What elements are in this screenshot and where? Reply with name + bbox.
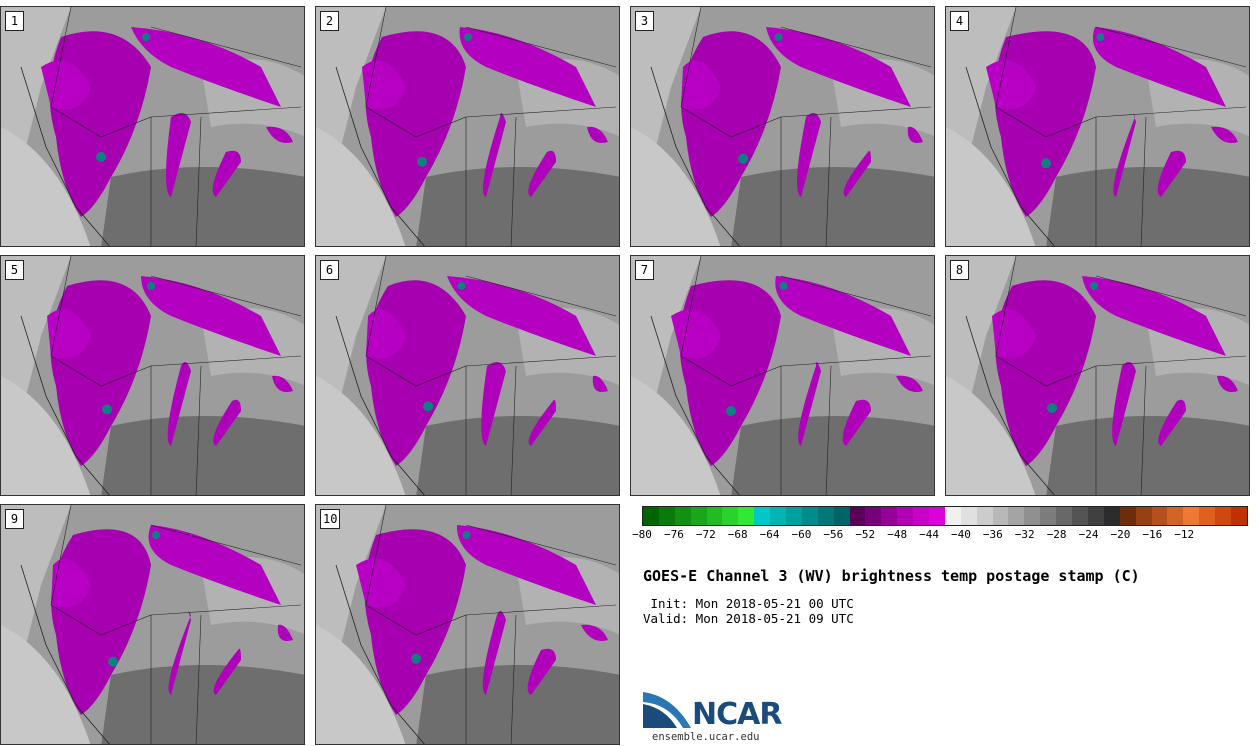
colorbar-segment (992, 507, 1009, 525)
colorbar-tick-label: −24 (1078, 528, 1099, 541)
figure-title: GOES-E Channel 3 (WV) brightness temp po… (643, 567, 1140, 585)
colorbar-segment (1230, 507, 1247, 525)
colorbar-segment (817, 507, 834, 525)
panel-member-label: 1 (5, 11, 24, 31)
colorbar-segment (1215, 507, 1231, 525)
panel-member-label: 10 (320, 509, 341, 529)
colorbar-tick-label: −60 (791, 528, 812, 541)
init-time: Init: Mon 2018-05-21 00 UTC (643, 596, 854, 611)
colorbar-segment (1072, 507, 1088, 525)
colorbar-segment (1024, 507, 1041, 525)
colorbar-segment (1056, 507, 1073, 525)
colorbar-ticks: −80 −76 −72 −68 −64 −60 −56 −52 −48 −44 −40 −36 −32−… (632, 528, 1248, 544)
wv-map-icon (946, 7, 1249, 246)
colorbar-tick-label: −20 (1110, 528, 1131, 541)
colorbar-segment (865, 507, 882, 525)
postage-stamp-panel: 1 (0, 6, 305, 247)
postage-stamp-panel: 8 (945, 255, 1250, 496)
postage-stamp-panel: 2 (315, 6, 620, 247)
colorbar-tick-label: −76 (663, 528, 684, 541)
logo-url: ensemble.ucar.edu (652, 731, 760, 743)
colorbar-tick-label: −64 (759, 528, 780, 541)
panel-member-label: 3 (635, 11, 654, 31)
colorbar-segment (1135, 507, 1152, 525)
colorbar-segment (881, 507, 898, 525)
colorbar-tick-label: −72 (695, 528, 716, 541)
panel-member-label: 4 (950, 11, 969, 31)
ncar-logo-text: NCAR (692, 697, 782, 732)
colorbar-tick-label: −44 (919, 528, 939, 541)
colorbar-segment (706, 507, 723, 525)
postage-stamp-panel: 6 (315, 255, 620, 496)
colorbar-segment (833, 507, 850, 525)
colorbar-segment (770, 507, 787, 525)
postage-stamp-panel: 4 (945, 6, 1250, 247)
colorbar-tick-label: −28 (1046, 528, 1067, 541)
colorbar-segment (1103, 507, 1120, 525)
panel-member-label: 8 (950, 260, 969, 280)
colorbar-segment (690, 507, 707, 525)
colorbar-segment (1008, 507, 1025, 525)
colorbar-tick-label: −40 (951, 528, 971, 541)
colorbar-tick-label: −68 (727, 528, 748, 541)
colorbar-segment (754, 507, 771, 525)
colorbar-segment (643, 507, 659, 525)
colorbar-segment (1199, 507, 1216, 525)
colorbar-segment (722, 507, 739, 525)
colorbar-segment (786, 507, 802, 525)
colorbar-tick-label: −12 (1174, 528, 1195, 541)
wv-map-icon (316, 505, 619, 744)
wv-map-icon (1, 256, 304, 495)
colorbar-segment (801, 507, 818, 525)
panel-member-label: 7 (635, 260, 654, 280)
colorbar (642, 506, 1248, 526)
colorbar-segment (944, 507, 961, 525)
wv-map-icon (1, 505, 304, 744)
colorbar-segment (658, 507, 675, 525)
panel-member-label: 5 (5, 260, 24, 280)
ncar-logo-icon (643, 692, 691, 728)
postage-stamp-panel: 9 (0, 504, 305, 745)
panel-member-label: 6 (320, 260, 339, 280)
wv-map-icon (1, 7, 304, 246)
colorbar-segment (849, 507, 866, 525)
colorbar-tick-label: −32 (1014, 528, 1035, 541)
wv-map-icon (316, 7, 619, 246)
wv-map-icon (631, 256, 934, 495)
colorbar-segment (929, 507, 945, 525)
colorbar-tick-label: −56 (823, 528, 844, 541)
colorbar-segment (976, 507, 993, 525)
postage-stamp-panel: 7 (630, 255, 935, 496)
panel-member-label: 2 (320, 11, 339, 31)
colorbar-tick-label: −16 (1142, 528, 1163, 541)
colorbar-segment (913, 507, 930, 525)
postage-stamp-panel: 3 (630, 6, 935, 247)
postage-stamp-panel: 5 (0, 255, 305, 496)
colorbar-segment (897, 507, 914, 525)
colorbar-tick-label: −52 (855, 528, 876, 541)
colorbar-segment (1167, 507, 1184, 525)
colorbar-segment (960, 507, 977, 525)
colorbar-segment (1040, 507, 1057, 525)
colorbar-segment (674, 507, 691, 525)
colorbar-segment (1119, 507, 1136, 525)
colorbar-segment (1151, 507, 1168, 525)
panel-member-label: 9 (5, 509, 24, 529)
colorbar-tick-label: −36 (982, 528, 1003, 541)
wv-map-icon (946, 256, 1249, 495)
colorbar-tick-label: −48 (887, 528, 908, 541)
colorbar-segment (738, 507, 755, 525)
wv-map-icon (631, 7, 934, 246)
colorbar-tick-label: −80 (632, 528, 652, 541)
postage-stamp-panel: 10 (315, 504, 620, 745)
colorbar-segment (1087, 507, 1104, 525)
valid-time: Valid: Mon 2018-05-21 09 UTC (643, 611, 854, 626)
wv-map-icon (316, 256, 619, 495)
colorbar-segment (1183, 507, 1200, 525)
